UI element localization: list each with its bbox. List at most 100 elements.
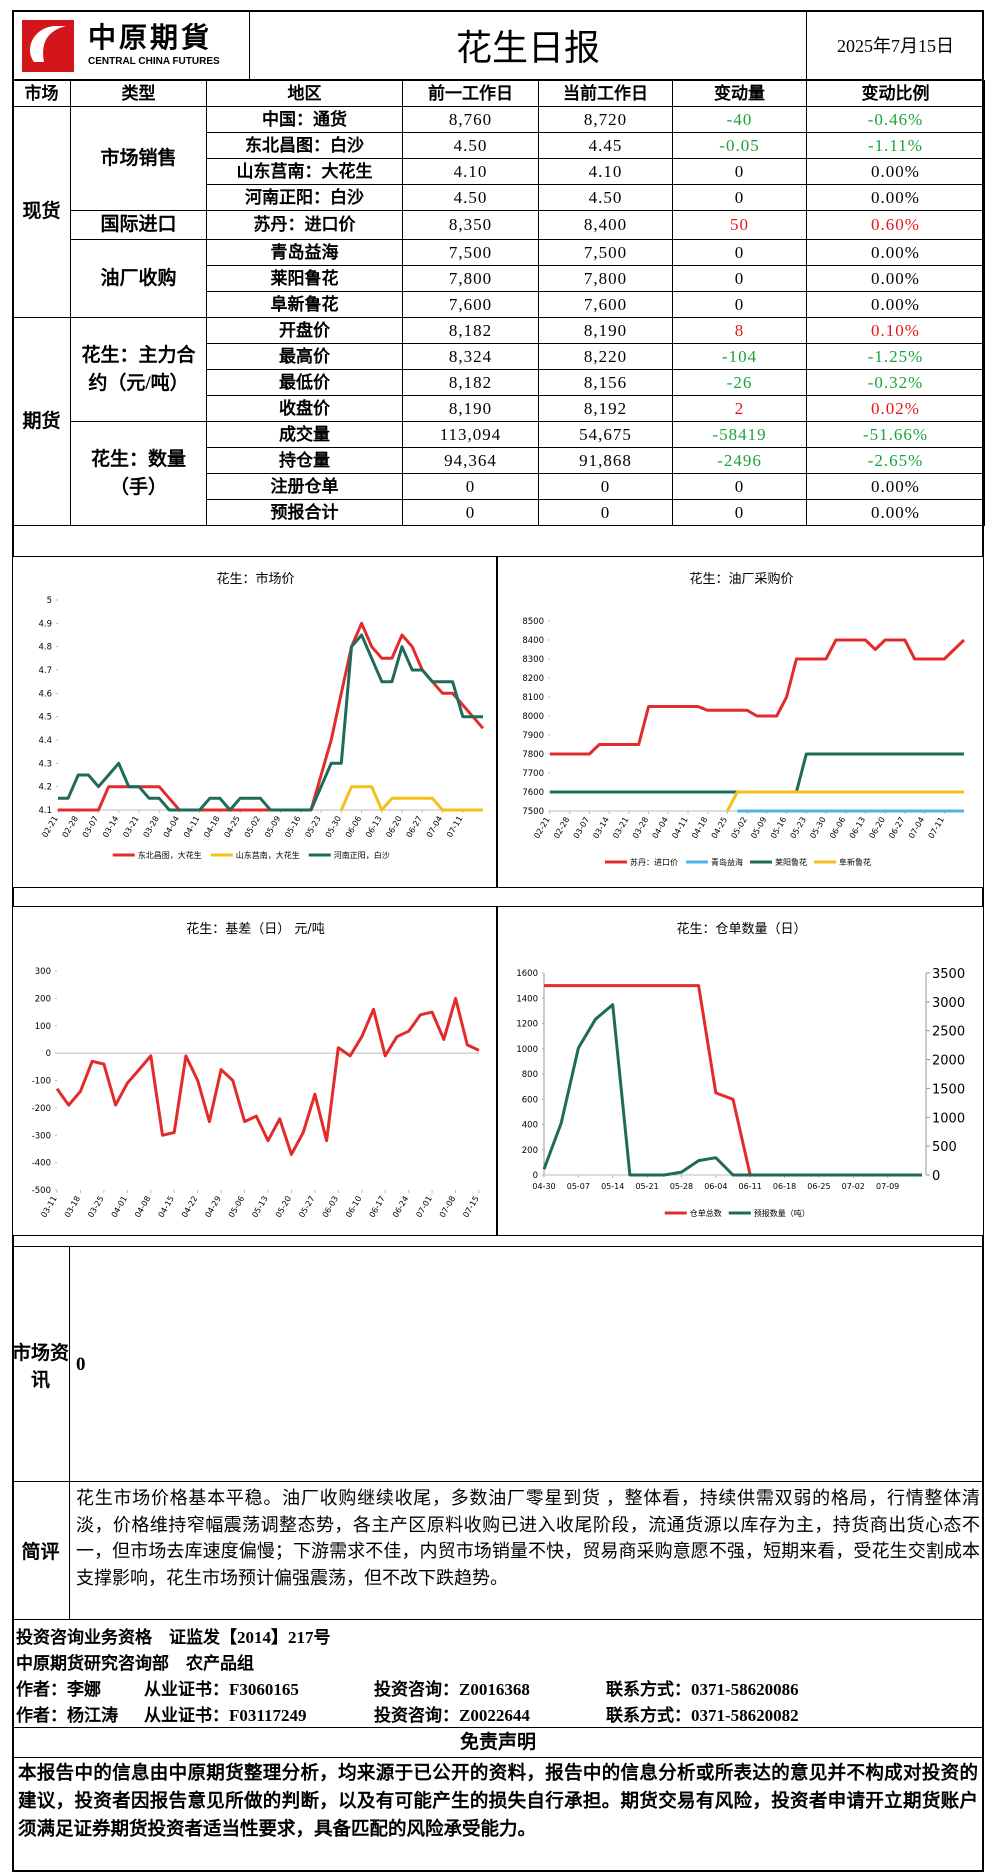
legend-label: 阜新鲁花	[839, 857, 871, 867]
x-tick-label: 07-08	[438, 1195, 457, 1220]
logo-icon	[22, 20, 74, 72]
x-tick-label: 03-28	[631, 816, 650, 841]
series-line	[58, 633, 483, 812]
disclaimer-title: 免责声明	[12, 1728, 984, 1758]
region-cell: 最高价	[206, 343, 403, 370]
y-tick-label: 1000	[516, 1045, 538, 1055]
x-tick-label: 06-13	[364, 815, 383, 840]
column-header: 类型	[70, 80, 207, 107]
y-tick-label: -500	[32, 1186, 51, 1196]
value-cell: 8,324	[402, 343, 539, 370]
value-cell: -1.25%	[806, 343, 985, 370]
y-tick-label: 4.5	[38, 713, 52, 723]
qualification: 投资咨询业务资格 证监发【2014】217号	[16, 1628, 331, 1647]
type-cell: 油厂收购	[70, 239, 207, 318]
legend-label: 山东莒南，大花生	[236, 850, 300, 860]
x-tick-label: 05-30	[808, 816, 827, 841]
y-tick-label: 200	[522, 1146, 538, 1156]
y-tick-label: 0	[533, 1171, 538, 1181]
y-tick-label: 0	[46, 1049, 51, 1059]
y-tick-label: -200	[32, 1104, 51, 1114]
header-row: 市场 类型 地区 前一工作日 当前工作日 变动量 变动比例	[12, 80, 985, 107]
x-tick-label: 04-18	[690, 816, 709, 841]
y-tick-label: 7700	[522, 769, 544, 779]
value-cell: 8,720	[538, 106, 673, 133]
y-tick-label: 1200	[516, 1020, 538, 1030]
chart: 花生：油厂采购价 7500 7600 7700 7800 7900 8000 8100 8200…	[522, 571, 966, 867]
y-tick-label: 4.1	[38, 806, 52, 816]
value-cell: 0.60%	[806, 210, 985, 240]
value-cell: -104	[672, 343, 807, 370]
y2-tick-label: 500	[932, 1140, 957, 1155]
value-cell: 7,500	[538, 239, 673, 266]
x-tick-label: 06-27	[887, 816, 906, 841]
x-tick-label: 06-20	[867, 816, 886, 841]
table-row: 现货 市场销售 中国：通货 8,760 8,720 -40 -0.46%	[12, 106, 985, 318]
x-tick-label: 04-22	[180, 1195, 199, 1220]
x-tick-label: 05-07	[567, 1182, 590, 1191]
y-tick-label: 4.7	[38, 666, 52, 676]
chart: 花生：基差（日） 元/吨 -500 -400 -300 -200 -100 0 100 200 3…	[32, 921, 481, 1220]
value-cell: 4.10	[538, 158, 673, 185]
value-cell: 0	[402, 473, 539, 500]
value-cell: 0	[672, 291, 807, 318]
value-cell: 0.00%	[806, 473, 985, 500]
x-tick-label: 07-11	[927, 816, 946, 841]
x-tick-label: 05-20	[274, 1195, 293, 1220]
table-row: 河南正阳：白沙 4.50 4.50 0 0.00%	[13, 184, 985, 211]
value-cell: 8,220	[538, 343, 673, 370]
legend-label: 东北昌图，大花生	[138, 850, 202, 860]
y-tick-label: 100	[35, 1022, 51, 1032]
value-cell: 8,190	[402, 395, 539, 422]
value-cell: -51.66%	[806, 421, 985, 448]
author-field: 联系方式：0371-58620086	[606, 1680, 799, 1699]
market-info-label: 市场资讯	[12, 1247, 70, 1482]
table-row: 收盘价 8,190 8,192 2 0.02%	[13, 395, 985, 422]
chart-panel: 花生：仓单数量（日） 0 200 400 600 800 1000 1200 1400 1600 0…	[497, 906, 984, 1236]
region-cell: 注册仓单	[206, 473, 403, 500]
x-tick-label: 05-30	[324, 815, 343, 840]
y2-tick-label: 2000	[932, 1054, 965, 1069]
price-table: 市场 类型 地区 前一工作日 当前工作日 变动量 变动比例 现货 市场销售 中国：通货 8,760 8…	[12, 80, 985, 526]
x-tick-label: 07-04	[907, 816, 926, 841]
x-tick-label: 06-24	[391, 1195, 410, 1220]
x-tick-label: 04-25	[710, 816, 729, 841]
region-cell: 莱阳鲁花	[206, 265, 403, 292]
x-tick-label: 04-11	[182, 815, 201, 840]
comment-label: 简评	[12, 1482, 70, 1619]
x-tick-label: 07-09	[876, 1182, 899, 1191]
value-cell: 4.10	[402, 158, 539, 185]
value-cell: 113,094	[402, 421, 539, 448]
x-tick-label: 06-11	[739, 1182, 762, 1191]
chart-panel: 花生：基差（日） 元/吨 -500 -400 -300 -200 -100 0 100 200 3…	[12, 906, 497, 1236]
logo-cn: 中原期貨	[88, 23, 213, 54]
author-field: 投资咨询：Z0022644	[374, 1706, 530, 1725]
value-cell: 8,190	[538, 317, 673, 344]
y-tick-label: -100	[32, 1077, 51, 1087]
chart-title: 花生：油厂采购价	[689, 571, 793, 587]
y-tick-label: 4.8	[38, 643, 52, 653]
y-tick-label: 8200	[522, 674, 544, 684]
value-cell: 0	[538, 473, 673, 500]
value-cell: 0	[538, 499, 673, 526]
x-tick-label: 04-18	[202, 815, 221, 840]
y-tick-label: 1400	[516, 994, 538, 1004]
x-tick-label: 04-04	[162, 815, 181, 840]
y-tick-label: -300	[32, 1131, 51, 1141]
value-cell: 4.50	[538, 184, 673, 211]
x-tick-label: 06-25	[807, 1182, 830, 1191]
column-header: 变动比例	[806, 80, 985, 107]
value-cell: 0	[672, 265, 807, 292]
author-field: 投资咨询：Z0016368	[374, 1680, 530, 1699]
x-tick-label: 03-18	[63, 1195, 82, 1220]
type-cell: 国际进口	[70, 210, 207, 240]
author-field: 作者：李娜	[16, 1680, 101, 1699]
logo-en: CENTRAL CHINA FUTURES	[88, 56, 220, 67]
value-cell: -58419	[672, 421, 807, 448]
y-tick-label: 1600	[516, 969, 538, 979]
disclaimer-text: 本报告中的信息由中原期货整理分析，均来源于已公开的资料，报告中的信息分析或所表达…	[18, 1764, 978, 1840]
legend-label: 青岛益海	[711, 857, 743, 867]
x-tick-label: 03-28	[142, 815, 161, 840]
value-cell: 8	[672, 317, 807, 344]
table-row: 莱阳鲁花 7,800 7,800 0 0.00%	[13, 265, 985, 292]
